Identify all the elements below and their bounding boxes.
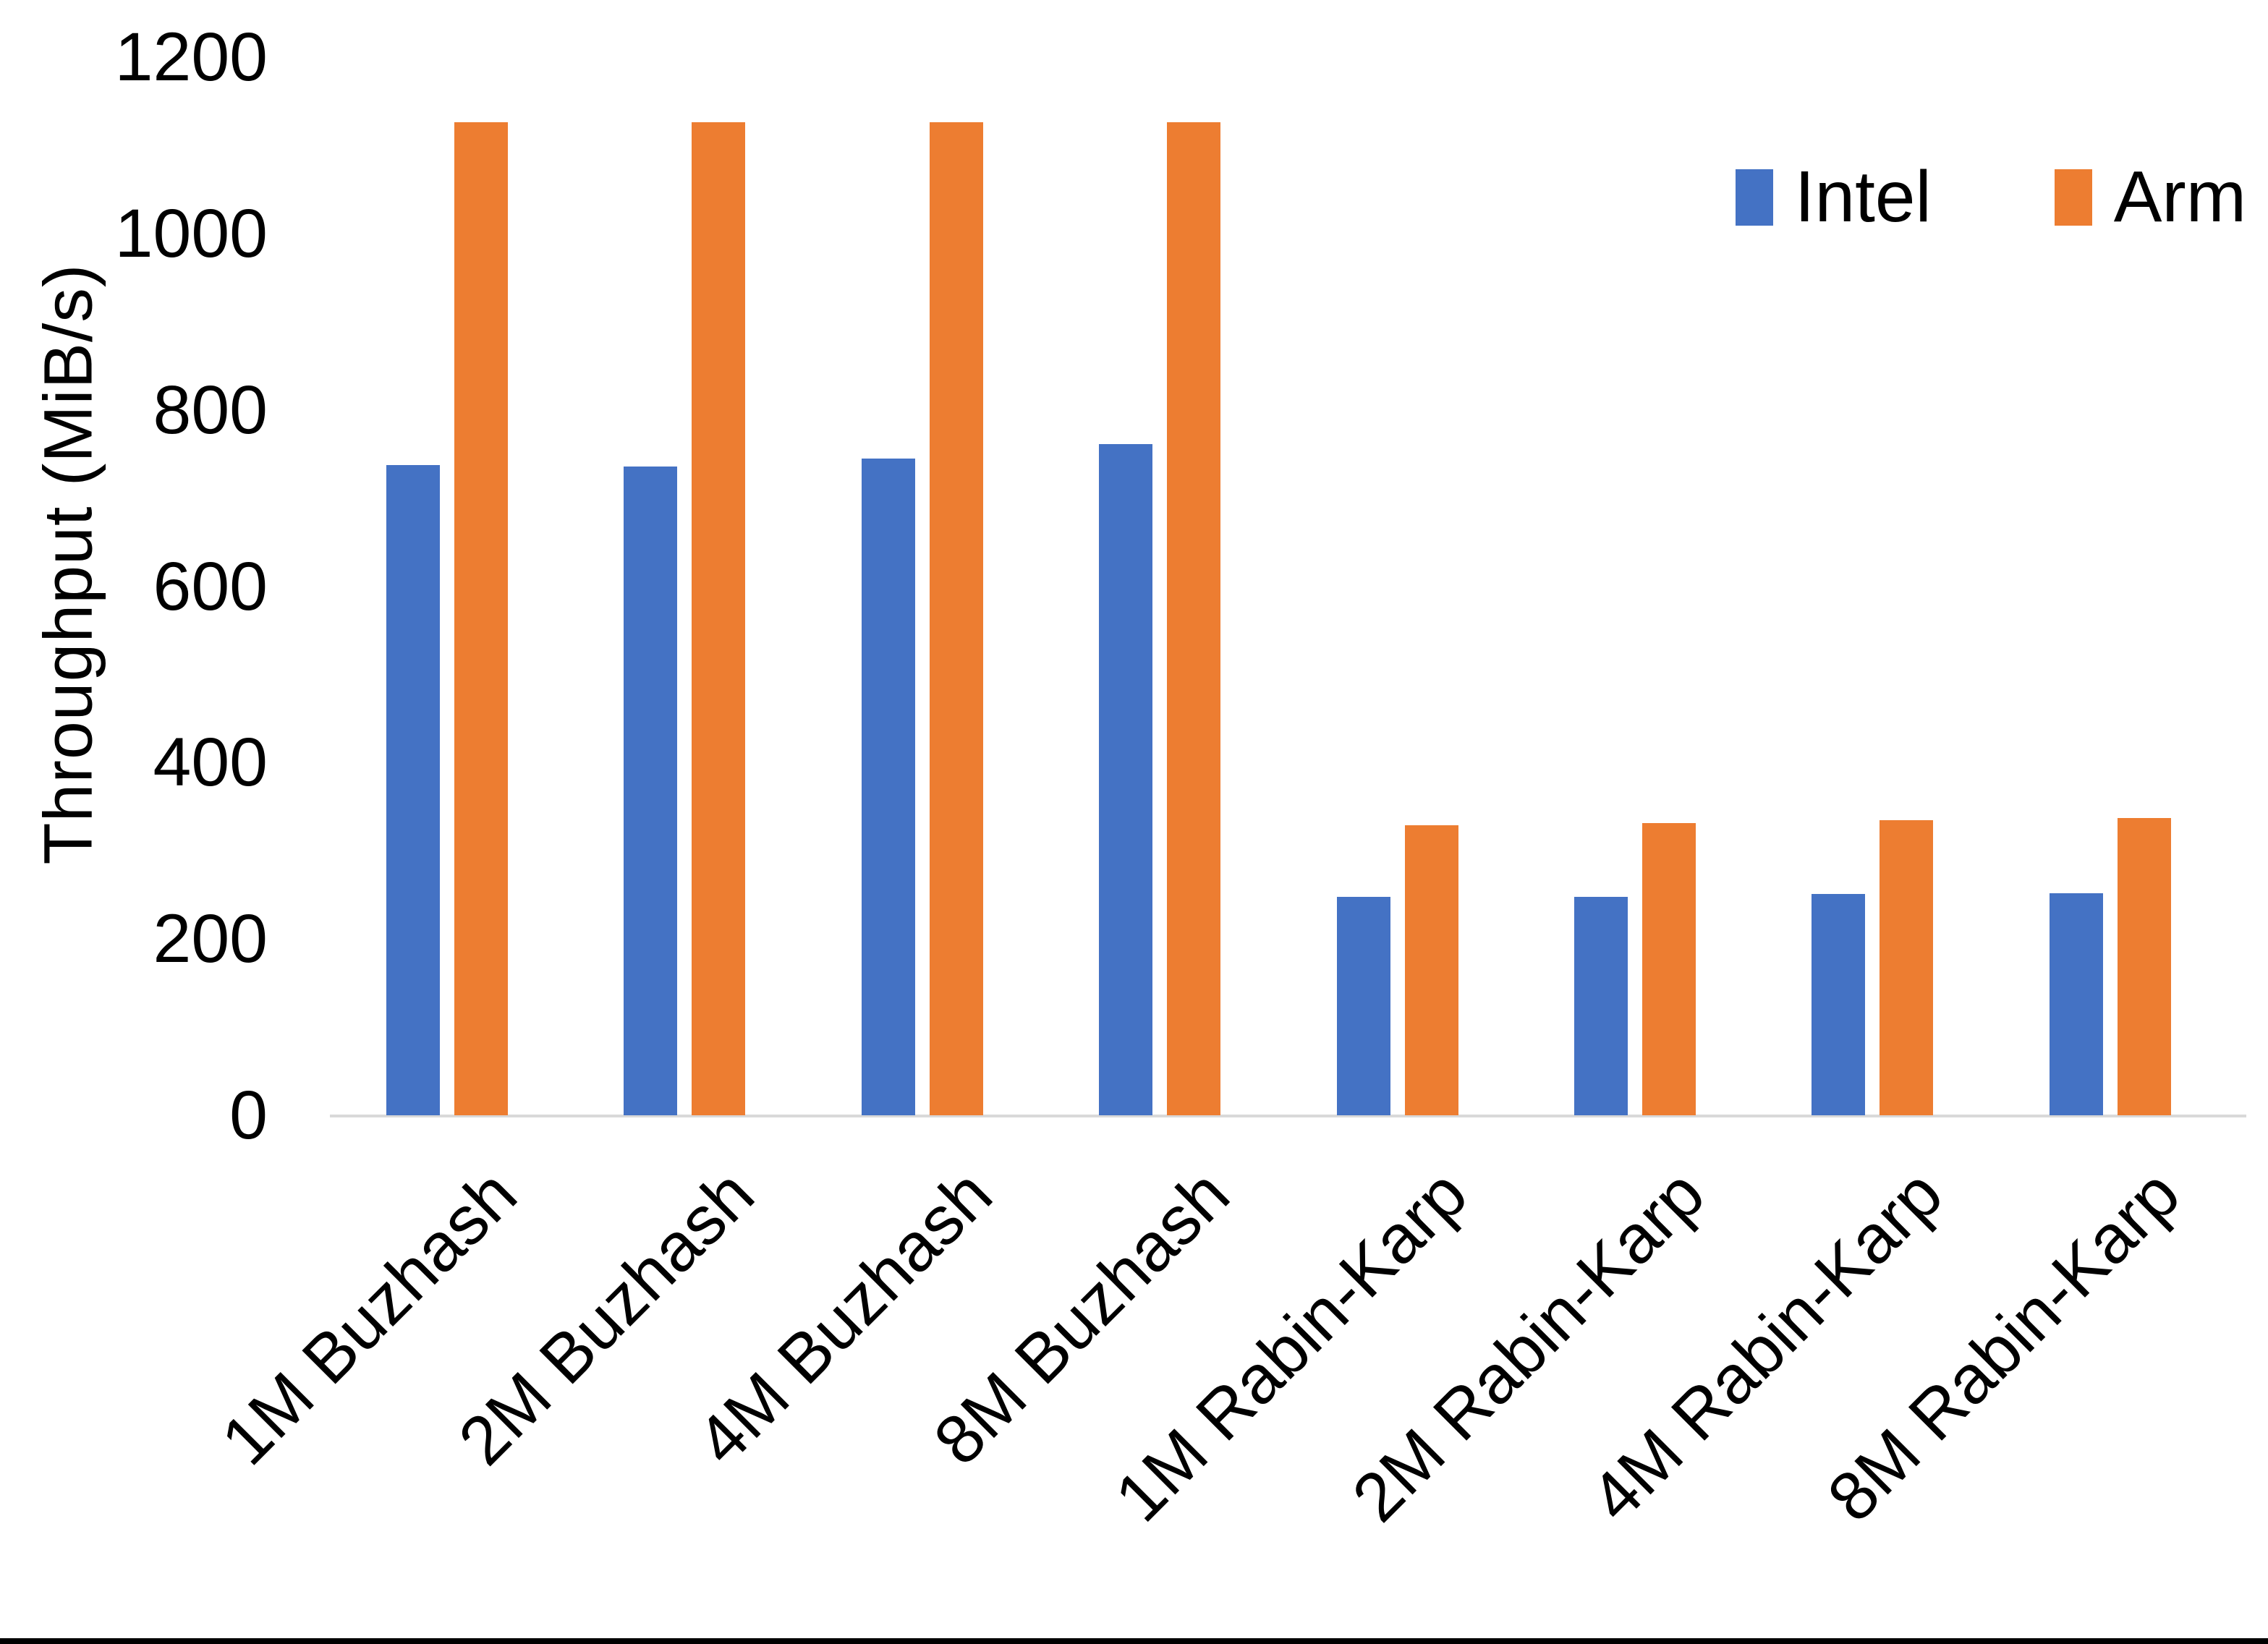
plot-area <box>330 57 2246 1117</box>
y-tick-label: 0 <box>229 1077 268 1154</box>
x-axis-line <box>330 1115 2246 1117</box>
bar-arm-7 <box>1880 819 1934 1115</box>
y-tick-label: 400 <box>153 724 268 801</box>
legend-item-arm: Arm <box>2054 156 2246 239</box>
bar-intel-1 <box>386 465 440 1115</box>
legend: Intel Arm <box>1735 156 2246 239</box>
legend-swatch-icon <box>1735 169 1773 226</box>
y-tick-label: 1000 <box>114 195 268 272</box>
y-axis-title: Throughput (MiB/s) <box>30 263 107 865</box>
bar-arm-5 <box>1404 825 1458 1115</box>
bar-intel-5 <box>1336 896 1390 1115</box>
bar-intel-7 <box>1812 894 1866 1115</box>
legend-label: Arm <box>2113 156 2246 237</box>
bar-arm-6 <box>1642 823 1696 1115</box>
legend-label: Intel <box>1794 156 1932 237</box>
y-tick-label: 800 <box>153 371 268 448</box>
y-tick-label: 600 <box>153 548 268 625</box>
bar-intel-4 <box>1099 444 1153 1115</box>
bar-intel-8 <box>2049 893 2103 1115</box>
bar-intel-3 <box>861 458 915 1115</box>
bottom-border <box>0 1638 2268 1644</box>
legend-swatch-icon <box>2054 169 2092 226</box>
y-tick-label: 1200 <box>114 19 268 95</box>
bar-arm-4 <box>1167 122 1221 1115</box>
bar-intel-6 <box>1574 896 1628 1115</box>
y-tick-label: 200 <box>153 900 268 978</box>
bar-arm-1 <box>454 122 508 1115</box>
legend-item-intel: Intel <box>1735 156 1932 239</box>
bar-arm-8 <box>2117 818 2171 1115</box>
bar-arm-3 <box>929 122 983 1115</box>
bar-intel-2 <box>624 466 678 1115</box>
bar-arm-2 <box>692 122 746 1115</box>
